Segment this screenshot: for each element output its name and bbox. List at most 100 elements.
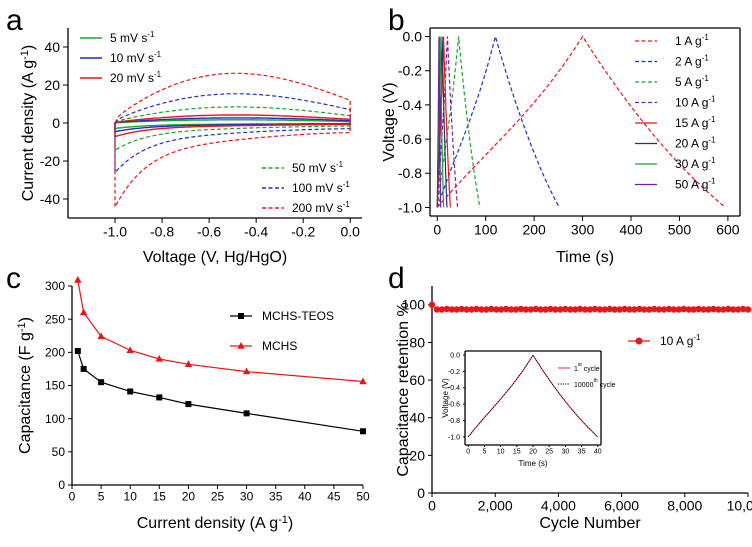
data-point-retention [680, 305, 687, 313]
x-tick-label: 0 [428, 497, 436, 513]
x-tick-label: 40 [298, 489, 312, 503]
data-point-MCHS-TEOS [74, 348, 81, 355]
y-tick-label: -0.2 [398, 63, 422, 79]
data-point-MCHS [97, 332, 105, 340]
data-point-retention [695, 305, 702, 313]
x-tick-label: 10 [124, 489, 138, 503]
gcd-curve-50-A-g [436, 36, 442, 208]
data-point-retention [700, 306, 707, 313]
x-tick-label: 15 [513, 449, 521, 456]
x-tick-label: 20 [529, 449, 537, 456]
y-tick-label: -40 [40, 191, 60, 207]
x-tick-label: 5 [98, 489, 105, 503]
data-point-retention [675, 306, 683, 313]
gcd-curve-5-A-g [436, 36, 481, 208]
data-point-retention [488, 305, 495, 313]
data-point-retention [616, 306, 623, 313]
data-point-retention [517, 305, 525, 313]
y-tick-label: -0.2 [448, 369, 460, 376]
y-tick-label: 40 [409, 410, 425, 426]
data-point-retention [636, 305, 643, 313]
data-point-retention [493, 306, 500, 313]
x-tick-label: 10,000 [727, 497, 752, 513]
data-point-retention [665, 305, 673, 313]
y-tick-label: 0 [58, 478, 65, 492]
x-tick-label: -0.8 [150, 223, 174, 239]
data-point-MCHS [155, 354, 163, 362]
inset-curve-10000 [467, 354, 599, 438]
x-tick-label: 8,000 [667, 497, 702, 513]
x-tick-label: 35 [578, 449, 586, 456]
x-tick-label: 0 [69, 489, 76, 503]
legend-label: 10 mV s-1 [110, 50, 162, 65]
data-point-MCHS-TEOS [156, 394, 163, 401]
y-tick-label: 60 [409, 372, 425, 388]
y-tick-label: 0 [417, 485, 425, 501]
y-tick-label: 100 [402, 297, 426, 313]
y-tick-label: -0.4 [398, 97, 422, 113]
data-point-retention [532, 305, 539, 313]
data-point-retention [512, 306, 520, 313]
data-point-MCHS-TEOS [185, 401, 192, 408]
data-point-retention [611, 306, 618, 313]
inset-chart: 0 5 10 15 20 25 30 35 40 0.0 -0.2 -0.4 -0.6 -0.8 -1.0 1… [441, 350, 616, 468]
x-tick-label: 50 [356, 489, 370, 503]
y-tick-label: 150 [45, 379, 65, 393]
data-point-retention [641, 306, 648, 313]
legend-label: 1 A g-1 [675, 33, 709, 48]
data-point-retention [621, 305, 628, 313]
x-tick-label: 100 [474, 221, 498, 237]
legend-label: 10 A g-1 [660, 333, 701, 348]
data-point-retention [522, 306, 529, 313]
cv-curve-200-mV-s [114, 72, 351, 208]
data-point-retention [651, 305, 658, 313]
x-axis-title: Cycle Number [539, 515, 641, 532]
series-line-MCHS-TEOS [77, 350, 364, 432]
y-tick-label: 0 [52, 115, 60, 131]
y-tick-label: 0.0 [403, 28, 423, 44]
panel-b-gcd-chart: 0 100 200 300 400 500 600 0.0 -0.2 -0.4 -0.6 -0.8 -1… [381, 27, 741, 266]
y-tick-label: 250 [45, 312, 65, 326]
x-tick-label: 10 [497, 449, 505, 456]
data-point-retention [507, 306, 515, 313]
legend-label: 10 A g-1 [675, 95, 716, 110]
x-tick-label: -0.4 [244, 223, 268, 239]
y-tick-label: -1.0 [398, 199, 422, 215]
data-point-retention [739, 305, 747, 313]
x-tick-label: 35 [269, 489, 283, 503]
x-tick-label: 20 [182, 489, 196, 503]
cv-curve-50-mV-s [114, 106, 351, 152]
x-tick-label: -0.6 [197, 223, 221, 239]
gcd-curve-2-A-g [436, 34, 560, 208]
y-tick-label: -20 [40, 153, 60, 169]
data-point-retention [428, 301, 436, 308]
data-point-retention [483, 306, 490, 313]
legend-label: MCHS [262, 339, 297, 353]
data-point-MCHS-TEOS [360, 428, 366, 435]
data-point-retention [631, 306, 638, 313]
data-point-retention [468, 306, 475, 313]
data-point-MCHS [359, 377, 367, 385]
data-point-retention [606, 305, 613, 313]
data-point-retention [542, 306, 549, 313]
x-tick-label: -0.2 [291, 223, 315, 239]
inset-background [465, 351, 601, 445]
data-point-retention [458, 305, 465, 313]
data-point-retention [572, 306, 579, 313]
y-tick-label: 80 [409, 334, 425, 350]
legend-label: MCHS-TEOS [262, 309, 334, 323]
data-point-retention [734, 306, 742, 313]
x-tick-label: 0 [433, 221, 441, 237]
data-point-retention [581, 306, 589, 313]
data-point-retention [547, 305, 554, 313]
data-point-MCHS-TEOS [80, 365, 87, 372]
y-axis-title: Current density (A g-1) [19, 45, 37, 202]
data-point-retention [715, 306, 722, 313]
x-tick-label: 0 [466, 449, 470, 456]
x-tick-label: 0.0 [341, 223, 361, 239]
data-point-retention [552, 306, 559, 313]
panel-a-cv-chart: -1.0 -0.8 -0.6 -0.4 -0.2 0.0 -40 -20 0 20 40 5 mV s… [19, 28, 362, 266]
data-point-retention [567, 306, 574, 313]
data-point-retention [710, 305, 717, 313]
x-tick-label: 2,000 [478, 497, 513, 513]
